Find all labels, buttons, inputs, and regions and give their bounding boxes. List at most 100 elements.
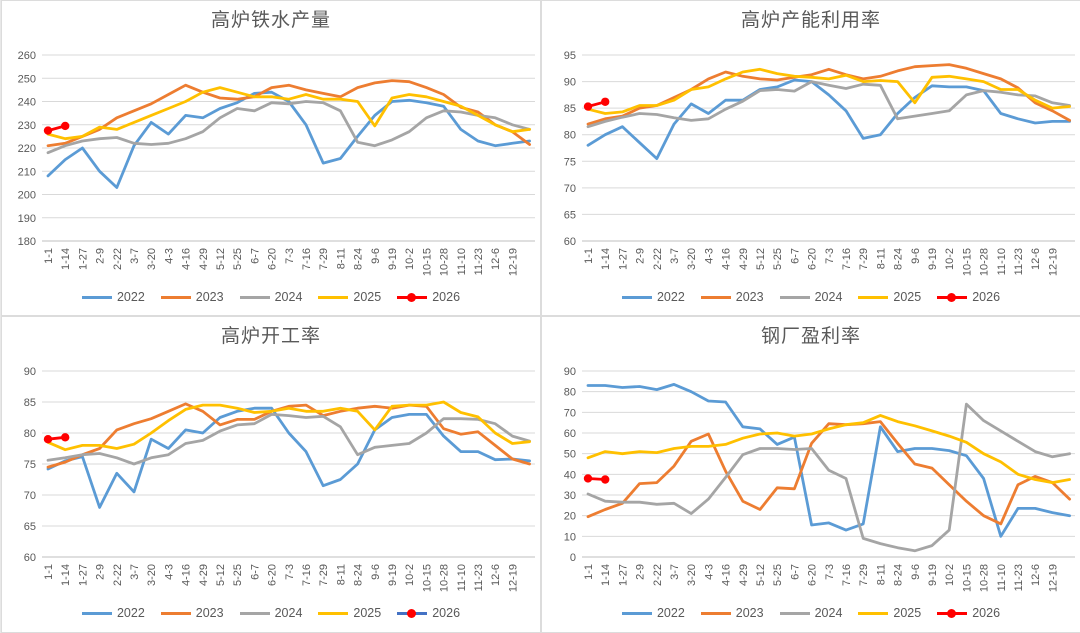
legend-item-2024: 2024 bbox=[779, 290, 842, 304]
legend-label: 2026 bbox=[972, 606, 1001, 620]
x-axis-tick-label: 7-16 bbox=[841, 248, 853, 270]
x-axis-tick-label: 3-7 bbox=[129, 248, 141, 264]
chart-panel-operating-rate: 高炉开工率 60 65 70 75 80 85 90 1-1 1-14 1-27 2-9 2-22 3-… bbox=[1, 316, 541, 633]
y-axis-tick-label: 230 bbox=[18, 120, 36, 132]
y-axis-tick-label: 95 bbox=[564, 50, 576, 62]
chart-legend: 2022 2023 2024 2025 2026 bbox=[2, 285, 540, 309]
x-axis-tick-label: 6-20 bbox=[807, 248, 819, 270]
legend-swatch bbox=[858, 295, 889, 299]
x-axis-tick-label: 10-2 bbox=[404, 248, 416, 270]
x-axis-tick-label: 10-15 bbox=[961, 248, 973, 276]
x-axis-tick-label: 12-19 bbox=[1047, 248, 1059, 276]
legend-label: 2026 bbox=[972, 290, 1001, 304]
legend-marker-dot-icon bbox=[947, 608, 957, 618]
legend-item-2024: 2024 bbox=[779, 606, 843, 620]
x-axis-tick-label: 11-23 bbox=[1013, 248, 1025, 275]
y-axis-tick-label: 10 bbox=[564, 531, 576, 543]
x-axis-tick-label: 8-24 bbox=[893, 248, 905, 270]
y-axis-tick-label: 220 bbox=[18, 143, 36, 155]
x-axis-tick-label: 11-23 bbox=[473, 564, 485, 591]
x-axis-tick-label: 3-7 bbox=[669, 564, 681, 580]
legend-marker-dot-icon bbox=[407, 608, 417, 618]
y-axis-tick-label: 70 bbox=[564, 183, 576, 195]
legend-swatch bbox=[937, 292, 968, 302]
legend-item-2022: 2022 bbox=[81, 606, 145, 620]
x-axis-tick-label: 10-2 bbox=[404, 564, 416, 586]
legend-label: 2024 bbox=[274, 606, 303, 620]
x-axis-tick-label: 7-3 bbox=[824, 564, 836, 580]
x-axis-tick-label: 4-29 bbox=[738, 564, 750, 586]
chart-title: 高炉产能利用率 bbox=[740, 10, 881, 31]
legend-item-2026: 2026 bbox=[937, 606, 1000, 620]
x-axis-tick-label: 8-11 bbox=[335, 564, 347, 585]
x-axis-tick-label: 7-29 bbox=[318, 248, 330, 270]
y-axis-tick-label: 210 bbox=[18, 166, 36, 178]
x-axis-tick-label: 12-6 bbox=[1030, 248, 1042, 270]
y-axis-tick-label: 0 bbox=[570, 552, 576, 564]
x-axis-tick-label: 9-19 bbox=[927, 564, 939, 586]
legend-label: 2025 bbox=[353, 606, 382, 620]
legend-label: 2025 bbox=[353, 290, 382, 304]
x-axis-tick-label: 11-10 bbox=[996, 564, 1008, 591]
legend-item-2023: 2023 bbox=[700, 606, 764, 620]
series-marker-2026 bbox=[601, 97, 610, 106]
legend-swatch bbox=[318, 611, 349, 615]
x-axis-tick-label: 7-3 bbox=[824, 248, 836, 264]
x-axis-tick-label: 5-12 bbox=[755, 248, 767, 270]
legend-swatch bbox=[239, 295, 270, 299]
legend-swatch bbox=[239, 611, 270, 615]
series-line-2022 bbox=[46, 90, 531, 189]
chart-panel-capacity-utilization: 高炉产能利用率 60 65 70 75 80 85 90 95 1-1 1-14 1-27 2-9 2-… bbox=[541, 0, 1080, 316]
legend-swatch bbox=[160, 295, 191, 299]
series-line-2025 bbox=[586, 414, 1071, 485]
series-line-2024 bbox=[46, 100, 531, 155]
x-axis-tick-label: 11-10 bbox=[456, 564, 468, 591]
x-axis-tick-label: 5-12 bbox=[755, 564, 767, 586]
x-axis-tick-label: 3-20 bbox=[686, 564, 698, 586]
y-axis-tick-label: 250 bbox=[18, 73, 36, 85]
y-axis-tick-label: 50 bbox=[564, 449, 576, 461]
series-line-2023 bbox=[46, 402, 531, 469]
y-axis-tick-label: 65 bbox=[24, 521, 36, 533]
chart-panel-hot-metal-output: 高炉铁水产量 180 190 200 210 220 230 240 250 260 1-1 1-1… bbox=[1, 0, 541, 316]
y-axis-tick-label: 60 bbox=[564, 236, 576, 248]
series-marker-2026 bbox=[583, 102, 593, 111]
x-axis-tick-label: 5-12 bbox=[215, 564, 227, 586]
legend-label: 2024 bbox=[814, 606, 843, 620]
x-axis-tick-label: 1-14 bbox=[600, 248, 612, 270]
x-axis-tick-label: 11-10 bbox=[456, 248, 468, 275]
x-axis-tick-label: 7-16 bbox=[301, 564, 313, 586]
x-axis-tick-label: 10-15 bbox=[961, 564, 973, 592]
x-axis-tick-label: 8-24 bbox=[893, 564, 905, 586]
legend-item-2026: 2026 bbox=[397, 290, 460, 304]
series-marker-2026 bbox=[61, 433, 70, 442]
y-axis-tick-label: 70 bbox=[564, 407, 576, 419]
legend-swatch bbox=[160, 611, 191, 615]
legend-item-2023: 2023 bbox=[160, 290, 224, 304]
x-axis-tick-label: 5-25 bbox=[772, 564, 784, 586]
x-axis-tick-label: 1-14 bbox=[60, 564, 72, 586]
x-axis-tick-label: 12-6 bbox=[1030, 564, 1042, 586]
legend-label: 2026 bbox=[432, 290, 461, 304]
series-line-2022 bbox=[586, 78, 1071, 160]
chart-panel-steel-mill-profit-rate: 钢厂盈利率 0 10 20 30 40 50 60 70 80 90 1-1 1-14 1-27 2-9 2… bbox=[541, 316, 1080, 633]
legend-label: 2023 bbox=[735, 606, 764, 620]
x-axis-tick-label: 1-27 bbox=[77, 564, 89, 586]
series-line-2025 bbox=[46, 400, 531, 452]
x-axis-tick-label: 1-27 bbox=[77, 248, 89, 270]
y-axis-tick-label: 60 bbox=[24, 552, 36, 564]
x-axis-tick-label: 6-7 bbox=[789, 564, 801, 580]
legend-label: 2026 bbox=[432, 606, 461, 620]
x-axis-tick-label: 2-9 bbox=[95, 248, 107, 264]
x-axis-tick-label: 11-23 bbox=[473, 248, 485, 275]
legend-label: 2025 bbox=[893, 606, 922, 620]
x-axis-tick-label: 5-25 bbox=[772, 248, 784, 270]
x-axis-tick-label: 5-25 bbox=[232, 564, 244, 586]
x-axis-tick-label: 2-9 bbox=[635, 248, 647, 264]
y-axis-tick-label: 20 bbox=[564, 511, 576, 523]
legend-item-2025: 2025 bbox=[318, 290, 381, 304]
x-axis-tick-label: 1-27 bbox=[617, 248, 629, 270]
x-axis-tick-label: 7-3 bbox=[284, 564, 296, 580]
series-marker-2026 bbox=[43, 435, 53, 444]
series-line-2024 bbox=[586, 80, 1071, 129]
